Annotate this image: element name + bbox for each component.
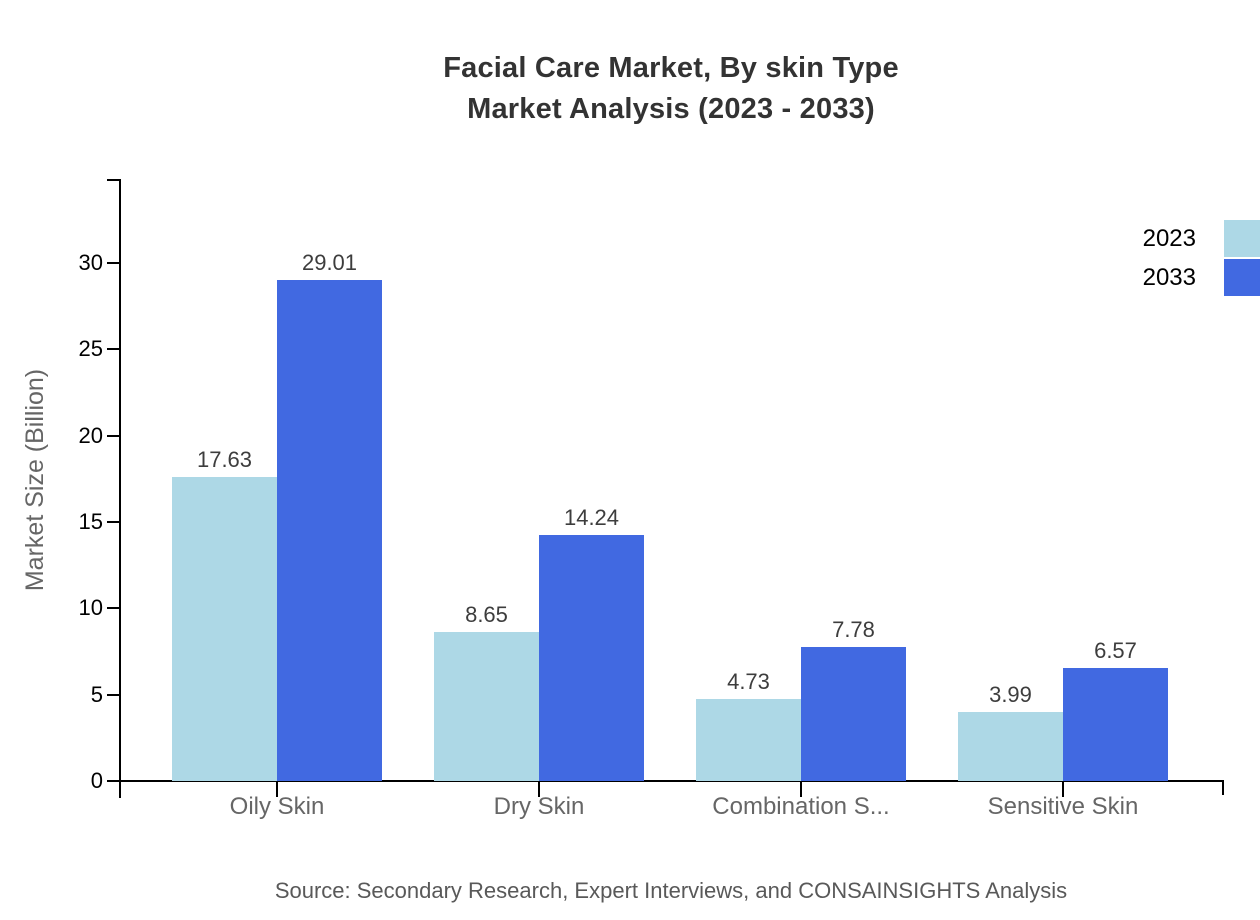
y-tick-label: 15 — [78, 508, 103, 534]
bar-value-label: 17.63 — [196, 446, 253, 472]
y-tick — [107, 348, 119, 351]
x-tick — [538, 782, 540, 797]
bar-2023 — [172, 476, 277, 781]
bar-value-label: 4.73 — [727, 669, 770, 695]
x-tick — [1062, 782, 1064, 797]
legend-label-2023: 2023 — [1142, 225, 1196, 252]
x-tick — [800, 782, 802, 797]
bar-2023 — [434, 631, 539, 781]
bar-value-label: 6.57 — [1094, 637, 1137, 663]
y-tick — [107, 520, 119, 523]
bar-value-label: 7.78 — [832, 616, 875, 642]
bar-value-label: 14.24 — [563, 505, 620, 531]
bar-value-label: 8.65 — [465, 601, 508, 627]
y-axis-label: Market Size (Billion) — [21, 368, 49, 592]
x-tick-label: Dry Skin — [493, 793, 585, 820]
bar-2023 — [696, 699, 801, 781]
y-axis-top-cap — [107, 179, 121, 181]
legend-swatch-2033 — [1224, 259, 1260, 296]
y-tick — [107, 261, 119, 264]
y-tick-label: 25 — [78, 336, 103, 362]
legend-label-2033: 2033 — [1142, 264, 1196, 291]
y-tick — [107, 434, 119, 437]
bar-value-label: 29.01 — [301, 250, 358, 276]
y-tick — [107, 780, 119, 782]
x-axis — [119, 780, 1224, 782]
y-tick-label: 30 — [78, 249, 103, 275]
source-note: Source: Secondary Research, Expert Inter… — [274, 878, 1068, 903]
x-tick — [276, 782, 278, 797]
x-axis-right-cap — [1222, 780, 1224, 795]
bar-2033 — [801, 646, 906, 781]
chart-title-line2: Market Analysis (2023 - 2033) — [467, 93, 875, 125]
bar-2033 — [1063, 667, 1168, 781]
x-tick-label: Combination S... — [712, 793, 890, 820]
y-tick-label: 20 — [78, 422, 103, 448]
y-tick-label: 10 — [78, 595, 103, 621]
y-axis — [119, 179, 121, 798]
y-tick-label: 0 — [90, 768, 103, 793]
y-tick-label: 5 — [90, 681, 103, 707]
bar-value-label: 3.99 — [989, 682, 1032, 708]
bar-2033 — [277, 280, 382, 781]
x-tick-label: Oily Skin — [229, 793, 325, 820]
legend-swatch-2023 — [1224, 220, 1260, 257]
x-tick-label: Sensitive Skin — [987, 793, 1139, 820]
bar-2033 — [539, 535, 644, 781]
bar-2023 — [958, 712, 1063, 781]
y-tick — [107, 693, 119, 696]
chart-title: Facial Care Market, By skin Type Market … — [120, 48, 1222, 130]
y-tick — [107, 607, 119, 610]
chart-title-line1: Facial Care Market, By skin Type — [443, 52, 899, 84]
